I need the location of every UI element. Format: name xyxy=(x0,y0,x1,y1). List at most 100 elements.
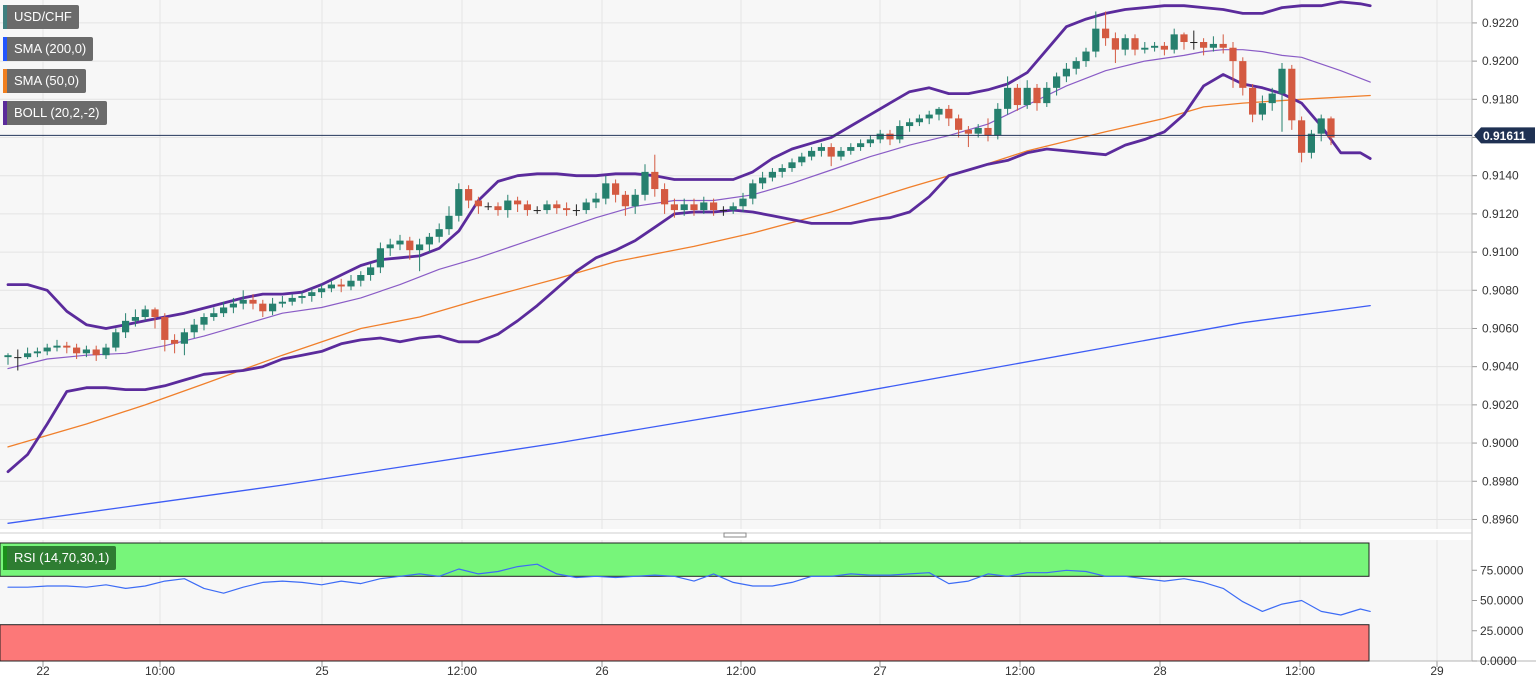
candle-up xyxy=(435,229,443,237)
candle-doji xyxy=(14,357,22,359)
candle-down xyxy=(259,303,267,312)
candle-down xyxy=(670,204,678,211)
candle-up xyxy=(269,303,277,312)
y-tick-label: 0.9000 xyxy=(1482,436,1519,450)
candle-down xyxy=(984,127,992,136)
candle-up xyxy=(994,108,1002,136)
candle-down xyxy=(171,339,179,344)
y-tick-label: 0.9200 xyxy=(1482,54,1519,68)
candle-down xyxy=(465,189,473,201)
y-tick-label: 0.9180 xyxy=(1482,92,1519,106)
candle-down xyxy=(563,208,571,211)
candle-up xyxy=(866,139,874,144)
pane-resize-handle xyxy=(723,532,747,538)
legend-label: BOLL (20,2,-2) xyxy=(14,105,100,120)
candle-up xyxy=(798,156,806,163)
candle-down xyxy=(621,194,629,207)
candle-up xyxy=(239,299,247,304)
candle-down xyxy=(1111,38,1119,50)
candle-down xyxy=(1180,34,1188,43)
candle-up xyxy=(1268,93,1276,104)
candle-up xyxy=(1043,87,1051,104)
x-tick-label: 27 xyxy=(873,664,887,678)
candle-up xyxy=(190,324,198,333)
candle-up xyxy=(1004,87,1012,109)
candle-doji xyxy=(719,210,727,212)
candle-up xyxy=(582,202,590,211)
y-tick-label: 0.9120 xyxy=(1482,207,1519,221)
candle-up xyxy=(102,347,110,356)
legend-usdchf[interactable]: USD/CHF xyxy=(3,5,79,29)
candle-up xyxy=(739,198,747,207)
candle-up xyxy=(641,171,649,195)
legend-swatch xyxy=(3,37,7,61)
candle-down xyxy=(1131,38,1139,50)
candle-down xyxy=(151,309,159,318)
legend-boll[interactable]: BOLL (20,2,-2) xyxy=(3,101,107,125)
candle-down xyxy=(1298,120,1306,153)
rsi-y-tick-label: 75.0000 xyxy=(1480,563,1524,577)
candle-up xyxy=(817,147,825,151)
x-tick-label: 12:00 xyxy=(726,664,756,678)
candle-up xyxy=(504,200,512,211)
candle-down xyxy=(406,240,414,251)
legend-swatch xyxy=(3,546,7,570)
candle-down xyxy=(827,147,835,157)
y-tick-label: 0.8960 xyxy=(1482,512,1519,526)
candle-up xyxy=(308,292,316,297)
x-tick-label: 12:00 xyxy=(1005,664,1035,678)
candle-up xyxy=(357,275,365,281)
candle-up xyxy=(759,177,767,184)
candle-up xyxy=(318,288,326,293)
candle-doji xyxy=(572,210,580,212)
x-tick-label: 25 xyxy=(315,664,329,678)
candle-up xyxy=(1072,61,1080,69)
candle-up xyxy=(592,198,600,203)
candle-down xyxy=(514,200,522,205)
rsi-overbought-zone xyxy=(0,542,1370,577)
candle-down xyxy=(1013,87,1021,106)
candle-doji xyxy=(484,206,492,208)
candle-down xyxy=(553,204,561,209)
rsi-oversold-zone xyxy=(0,624,1370,662)
y-tick-label: 0.9220 xyxy=(1482,16,1519,30)
candle-up xyxy=(1062,68,1070,77)
candle-up xyxy=(82,349,90,354)
legend-sma200[interactable]: SMA (200,0) xyxy=(3,37,94,61)
y-tick-label: 0.9040 xyxy=(1482,360,1519,374)
candle-up xyxy=(906,122,914,127)
x-tick-label: 10:00 xyxy=(145,664,175,678)
legend-rsi[interactable]: RSI (14,70,30,1) xyxy=(3,546,117,570)
candle-up xyxy=(141,309,149,318)
candle-up xyxy=(974,127,982,134)
candle-up xyxy=(1141,47,1149,50)
candle-down xyxy=(1239,61,1247,88)
candle-down xyxy=(474,200,482,207)
y-tick-label: 0.9080 xyxy=(1482,283,1519,297)
candle-up xyxy=(455,189,463,216)
candle-up xyxy=(229,303,237,308)
candle-down xyxy=(1219,43,1227,48)
sma200-line xyxy=(7,304,1371,524)
candle-up xyxy=(1053,76,1061,88)
candle-up xyxy=(122,320,130,333)
legend-sma50[interactable]: SMA (50,0) xyxy=(3,69,87,93)
candle-up xyxy=(729,206,737,211)
candle-up xyxy=(837,150,845,157)
candle-up xyxy=(298,296,306,298)
candle-up xyxy=(288,297,296,302)
candle-down xyxy=(1249,87,1257,115)
candle-up xyxy=(347,280,355,287)
candle-up xyxy=(53,345,61,348)
rsi-y-tick-label: 25.0000 xyxy=(1480,624,1524,638)
candle-up xyxy=(1258,103,1266,115)
candle-down xyxy=(1160,45,1168,50)
candle-down xyxy=(73,347,81,354)
candle-up xyxy=(857,143,865,148)
candle-down xyxy=(661,189,669,205)
candle-up xyxy=(24,353,32,358)
candle-up xyxy=(1278,68,1286,94)
candle-down xyxy=(92,349,100,356)
candle-up xyxy=(131,317,139,321)
candle-down xyxy=(161,317,169,340)
